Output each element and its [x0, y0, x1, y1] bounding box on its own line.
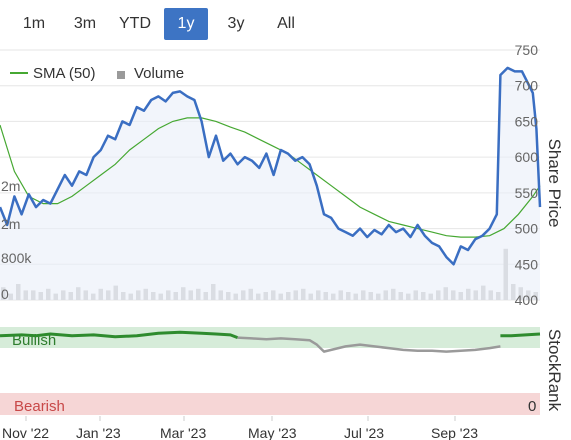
range-selector: 1m 3m YTD 1y 3y All	[0, 8, 320, 40]
range-button-3y[interactable]: 3y	[227, 15, 245, 32]
bearish-band	[0, 393, 540, 415]
stockrank-bullish-line	[0, 330, 239, 340]
price-axis-ticks: 750 700 650 600 550 500 450 400	[515, 42, 539, 308]
bearish-value-label: 0	[528, 398, 536, 415]
x-axis-ticks: Nov '22 Jan '23 Mar '23 May '23 Jul '23 Sep '…	[2, 416, 478, 440]
volume-tick-label: 800k	[1, 250, 32, 266]
price-tick-label: 700	[515, 78, 539, 94]
stockrank-lines	[0, 330, 541, 353]
stockrank-neutral-line	[237, 336, 501, 353]
volume-tick-label: 2m	[1, 178, 20, 194]
x-tick-label: Jul '23	[344, 425, 384, 440]
price-area	[0, 67, 540, 301]
x-tick-label: Nov '22	[2, 425, 49, 440]
bearish-label: Bearish	[14, 398, 65, 415]
range-button-all[interactable]: All	[277, 15, 295, 32]
price-tick-label: 650	[515, 113, 539, 129]
sma-legend-label: SMA (50)	[33, 65, 96, 82]
volume-legend-symbol	[117, 71, 125, 79]
x-tick-label: Mar '23	[160, 425, 206, 440]
price-tick-label: 750	[515, 42, 539, 58]
bullish-band	[0, 327, 540, 348]
share-price-line	[0, 66, 542, 266]
x-tick-label: Sep '23	[431, 425, 478, 440]
stockrank-bullish-line	[500, 332, 541, 338]
share-price-axis-title: Share Price	[545, 139, 564, 228]
volume-tick-label: 0	[1, 286, 9, 302]
x-tick-label: May '23	[248, 425, 297, 440]
price-tick-label: 550	[515, 185, 539, 201]
range-button-1m[interactable]: 1m	[22, 15, 46, 32]
range-button-ytd[interactable]: YTD	[119, 15, 151, 32]
volume-legend-label: Volume	[134, 65, 184, 82]
x-tick-label: Jan '23	[76, 425, 121, 440]
legend: SMA (50) Volume	[10, 65, 184, 82]
volume-tick-label: 2m	[1, 216, 20, 232]
price-tick-label: 450	[515, 256, 539, 272]
price-tick-label: 400	[515, 292, 539, 308]
range-button-3m[interactable]: 3m	[73, 15, 97, 32]
stockrank-axis-title: StockRank	[545, 329, 564, 412]
sma-50-line	[0, 117, 541, 238]
price-tick-label: 500	[515, 221, 539, 237]
volume-axis-ticks: 2m 2m 800k 0	[1, 178, 32, 302]
range-button-1y[interactable]: 1y	[164, 8, 208, 40]
price-tick-label: 600	[515, 149, 539, 165]
